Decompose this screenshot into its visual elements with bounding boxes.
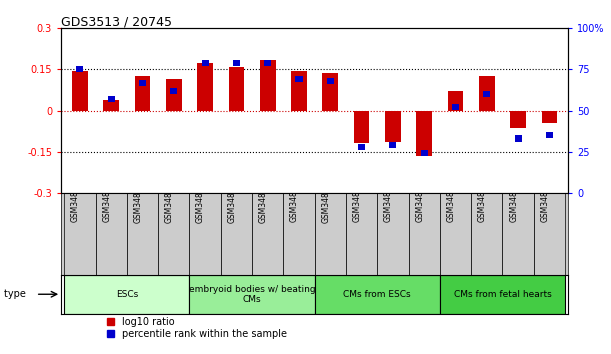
Text: GSM348015: GSM348015 (509, 176, 518, 222)
Bar (479, 76, 495, 110)
Bar (483, 91, 491, 97)
Bar (346, 193, 377, 275)
Bar (327, 78, 334, 84)
Text: GSM348016: GSM348016 (541, 176, 549, 222)
Bar (377, 193, 409, 275)
Bar (108, 96, 115, 102)
Text: GSM348007: GSM348007 (258, 176, 268, 223)
Legend: log10 ratio, percentile rank within the sample: log10 ratio, percentile rank within the … (106, 317, 287, 339)
Bar (541, 110, 557, 123)
Bar (221, 193, 252, 275)
Bar (546, 132, 553, 138)
Bar (127, 193, 158, 275)
Bar (229, 67, 244, 110)
Bar (448, 91, 463, 110)
Text: GSM348006: GSM348006 (227, 176, 236, 223)
Bar (323, 73, 338, 110)
Bar (502, 193, 534, 275)
Text: GDS3513 / 20745: GDS3513 / 20745 (61, 15, 172, 28)
Bar (452, 104, 459, 110)
Bar (291, 72, 307, 110)
Text: GSM348010: GSM348010 (353, 176, 362, 222)
Bar (296, 76, 302, 82)
Text: GSM348014: GSM348014 (478, 176, 487, 222)
Bar (72, 71, 88, 110)
Bar (252, 193, 284, 275)
Bar (189, 275, 315, 314)
Bar (354, 110, 370, 143)
Bar (202, 60, 208, 66)
Bar (166, 79, 181, 110)
Text: ESCs: ESCs (115, 290, 138, 299)
Bar (440, 275, 565, 314)
Bar (134, 76, 150, 110)
Bar (197, 63, 213, 110)
Bar (64, 275, 189, 314)
Bar (158, 193, 189, 275)
Bar (389, 142, 397, 148)
Text: embryoid bodies w/ beating
CMs: embryoid bodies w/ beating CMs (189, 285, 315, 304)
Text: GSM348012: GSM348012 (415, 176, 424, 222)
Text: cell type: cell type (0, 289, 26, 299)
Bar (64, 193, 95, 275)
Bar (76, 67, 84, 73)
Text: GSM348003: GSM348003 (133, 176, 142, 223)
Text: GSM348009: GSM348009 (321, 176, 331, 223)
Bar (103, 99, 119, 110)
Bar (139, 80, 146, 86)
Bar (233, 60, 240, 66)
Bar (189, 193, 221, 275)
Text: GSM348002: GSM348002 (102, 176, 111, 222)
Text: GSM348004: GSM348004 (165, 176, 174, 223)
Text: CMs from fetal hearts: CMs from fetal hearts (453, 290, 551, 299)
Bar (417, 110, 432, 156)
Bar (409, 193, 440, 275)
Text: GSM348005: GSM348005 (196, 176, 205, 223)
Bar (264, 60, 271, 66)
Bar (284, 193, 315, 275)
Text: GSM348013: GSM348013 (447, 176, 456, 222)
Text: GSM348008: GSM348008 (290, 176, 299, 222)
Bar (471, 193, 502, 275)
Bar (170, 88, 177, 94)
Bar (260, 60, 276, 110)
Bar (95, 193, 127, 275)
Text: GSM348011: GSM348011 (384, 176, 393, 222)
Bar (421, 150, 428, 156)
Bar (315, 193, 346, 275)
Text: GSM348001: GSM348001 (71, 176, 80, 222)
Text: CMs from ESCs: CMs from ESCs (343, 290, 411, 299)
Bar (510, 110, 526, 129)
Bar (440, 193, 471, 275)
Bar (534, 193, 565, 275)
Bar (315, 275, 440, 314)
Bar (358, 144, 365, 150)
Bar (514, 136, 522, 142)
Bar (385, 110, 401, 142)
